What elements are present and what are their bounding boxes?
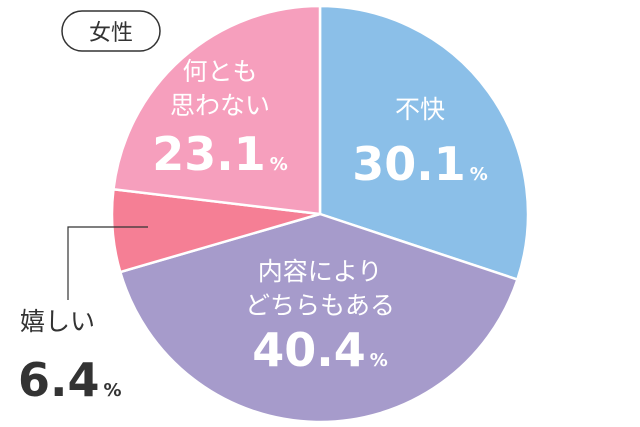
slice-value-3: 23.1% xyxy=(152,127,288,181)
slice-label-0: 不快 xyxy=(395,95,445,124)
slice-label-1: 内容により xyxy=(258,257,383,286)
slice-label-3: 思わない xyxy=(170,91,270,120)
pie-slice-1 xyxy=(118,212,519,424)
pie-slices xyxy=(110,4,530,424)
callout-line xyxy=(67,226,148,300)
gender-badge-text: 女性 xyxy=(89,21,133,46)
gender-badge: 女性 xyxy=(61,10,161,52)
slice-label-1: どちらもある xyxy=(245,291,395,320)
slice-label-3: 何とも xyxy=(182,57,257,86)
slice-value-0: 30.1% xyxy=(352,137,488,191)
slice-value-2: 6.4% xyxy=(18,353,122,407)
slice-value-1: 40.4% xyxy=(252,323,388,377)
slice-label-2: 嬉しい xyxy=(20,307,95,336)
pie-slice-3 xyxy=(112,4,322,216)
pie-slice-0 xyxy=(318,4,530,282)
gender-badge-frame xyxy=(61,10,161,52)
